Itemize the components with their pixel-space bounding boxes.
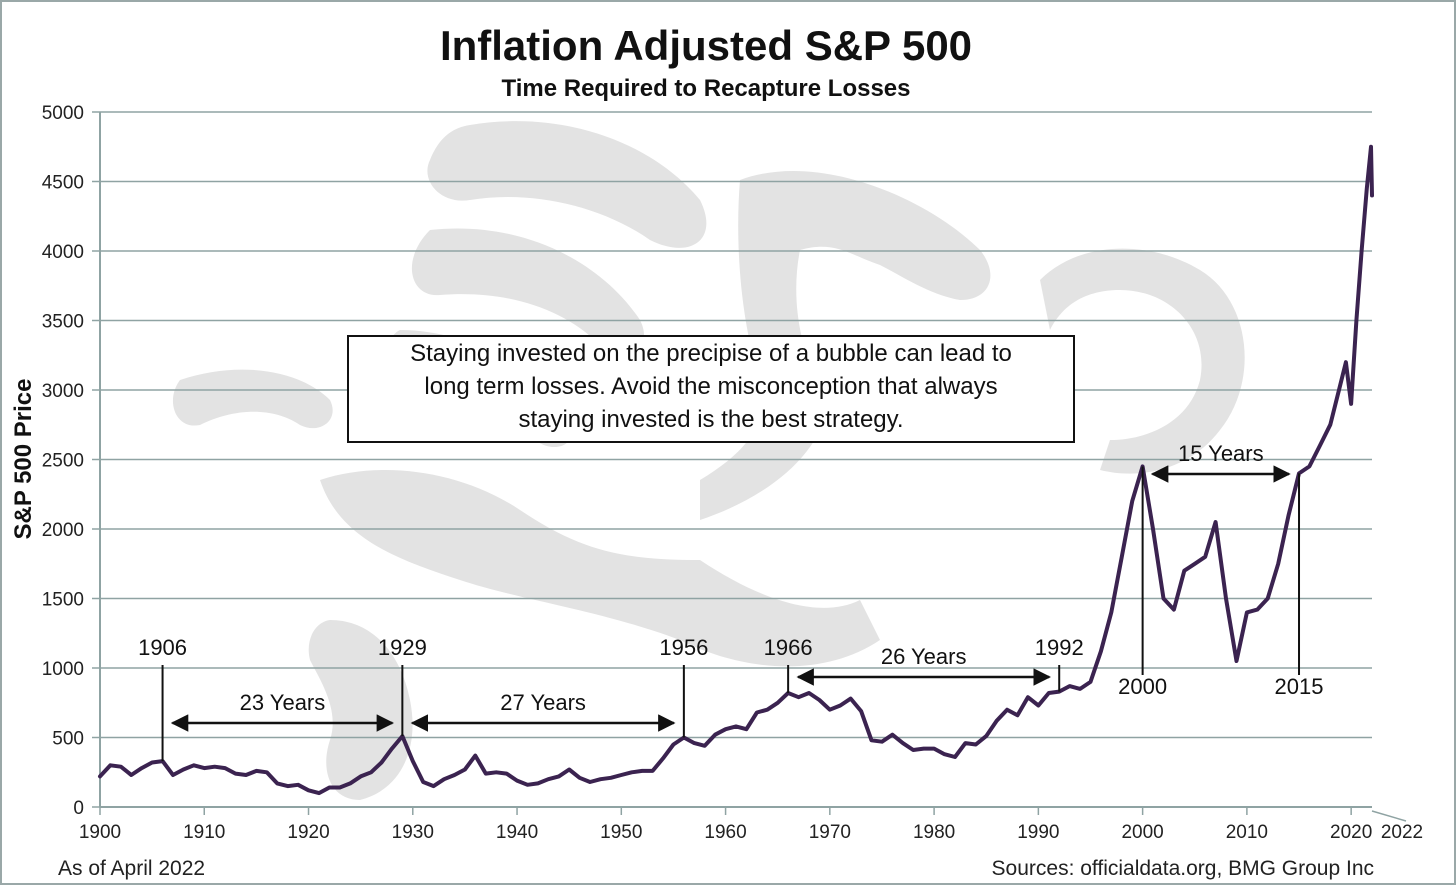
span-label: 27 Years (500, 690, 586, 715)
x-tick-label: 1970 (809, 822, 851, 843)
y-tick-label: 1000 (42, 659, 84, 680)
chart-subtitle: Time Required to Recapture Losses (501, 75, 910, 102)
chart-title: Inflation Adjusted S&P 500 (440, 22, 972, 69)
x-tick-label: 1940 (496, 822, 538, 843)
callout-line-3: staying invested is the best strategy. (518, 406, 903, 433)
span-label: 26 Years (881, 644, 967, 669)
x-tick-label: 1950 (600, 822, 642, 843)
x-tick-label: 1910 (183, 822, 225, 843)
span-arrows: 23 Years 27 Years 26 Years 15 Years (170, 441, 1291, 732)
x-tick-label: 2020 (1330, 822, 1372, 843)
x-tick-label: 1930 (392, 822, 434, 843)
y-tick-label: 5000 (42, 103, 84, 124)
gridlines (100, 111, 1372, 739)
x-tick-label: 1980 (913, 822, 955, 843)
sp500-line (98, 144, 1374, 796)
marker-label: 2000 (1118, 674, 1167, 699)
callout-box: Staying invested on the precipise of a b… (347, 335, 1075, 443)
x-tick-label: 1900 (79, 822, 121, 843)
x-tick-label: 1920 (287, 822, 329, 843)
as-of-date: As of April 2022 (58, 857, 205, 880)
y-tick-label: 4000 (42, 242, 84, 263)
marker-label: 1906 (138, 635, 187, 660)
y-tick-label: 2500 (42, 451, 84, 472)
x-axis-ticks: 1900 1910 1920 1930 1940 1950 1960 1970 1980 1990… (79, 807, 1423, 843)
year-annotations: 1906 1929 1956 1966 1992 2000 2015 (138, 466, 1324, 762)
x-end-label: 2022 (1381, 822, 1423, 843)
griffin-watermark-icon (172, 121, 1245, 800)
span-label: 15 Years (1178, 441, 1264, 466)
y-tick-label: 3000 (42, 381, 84, 402)
marker-label: 1966 (764, 635, 813, 660)
x-end-leader (1371, 810, 1407, 822)
x-tick-label: 2000 (1121, 822, 1163, 843)
x-tick-label: 1960 (704, 822, 746, 843)
marker-label: 1992 (1035, 635, 1084, 660)
y-tick-label: 4500 (42, 173, 84, 194)
marker-label: 2015 (1275, 674, 1324, 699)
marker-label: 1929 (378, 635, 427, 660)
x-tick-label: 2010 (1226, 822, 1268, 843)
y-axis-label: S&P 500 Price (10, 378, 37, 539)
y-tick-label: 3500 (42, 312, 84, 333)
callout-line-1: Staying invested on the precipise of a b… (410, 340, 1012, 367)
span-label: 23 Years (240, 690, 326, 715)
y-tick-label: 500 (52, 729, 84, 750)
y-tick-label: 0 (73, 798, 84, 819)
y-tick-label: 1500 (42, 590, 84, 611)
callout-line-2: long term losses. Avoid the misconceptio… (424, 373, 997, 400)
sources: Sources: officialdata.org, BMG Group Inc (992, 857, 1374, 880)
y-axis-ticks: 0 500 1000 1500 2000 2500 3000 3500 4000 4500 5000 (42, 103, 100, 819)
callout-border (347, 335, 1075, 443)
y-tick-label: 2000 (42, 520, 84, 541)
x-tick-label: 1990 (1017, 822, 1059, 843)
marker-label: 1956 (659, 635, 708, 660)
